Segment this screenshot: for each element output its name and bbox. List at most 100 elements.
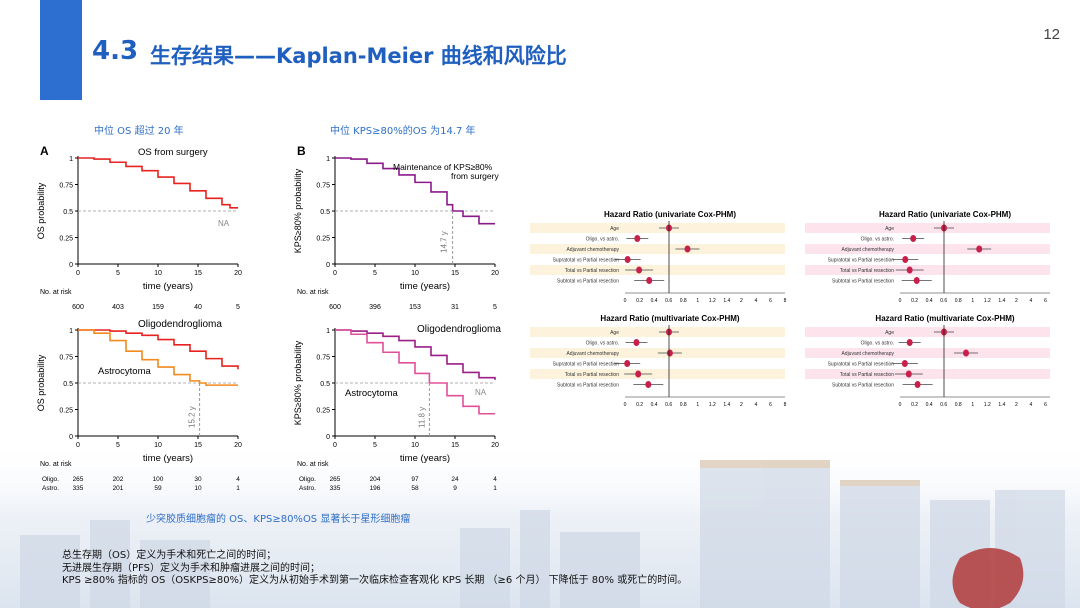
forest-axis-label: 1.4	[998, 298, 1005, 304]
forest-axis-label: 1.2	[984, 402, 991, 408]
forest-axis-label: 0.4	[651, 402, 658, 408]
x-tick-label: 0	[76, 270, 80, 277]
forest-plot-2: Hazard Ratio (univariate Cox-PHM) Age Olig…	[805, 210, 1050, 304]
y-tick-label: 1	[326, 328, 330, 335]
at-risk-value: 159	[152, 304, 164, 311]
forest-axis-label: 0.8	[680, 402, 687, 408]
forest-row-band	[805, 265, 1050, 275]
slide-title: 生存结果——Kaplan-Meier 曲线和风险比	[150, 44, 567, 68]
forest-row-band	[805, 327, 1050, 337]
forest-row-label: Supratotal vs Partial resection	[828, 258, 895, 264]
y-tick-label: 0.5	[63, 209, 73, 216]
at-risk-value: 335	[330, 485, 341, 492]
forest-axis-label: 0.4	[651, 298, 658, 304]
x-axis-label: time (years)	[143, 281, 193, 292]
at-risk-value: 9	[453, 485, 457, 492]
forest-row-label: Subtotal vs Partial resection	[557, 279, 619, 285]
y-tick-label: 0	[69, 262, 73, 269]
y-tick-label: 0	[326, 262, 330, 269]
forest-axis-label: 1.4	[723, 402, 730, 408]
forest-row-band	[530, 327, 785, 337]
forest-point	[976, 245, 983, 253]
km-curve-astrocytoma	[335, 329, 495, 415]
x-tick-label: 0	[333, 442, 337, 449]
at-risk-value: 40	[194, 304, 202, 311]
x-tick-label: 10	[411, 442, 419, 449]
at-risk-value: 5	[493, 304, 497, 311]
forest-axis-label: 0.4	[926, 298, 933, 304]
panel-d-oligo-label: Oligodendroglioma	[417, 324, 501, 335]
forest-axis-label: 1.2	[984, 298, 991, 304]
forest-axis-label: 2	[1015, 298, 1018, 304]
x-tick-label: 15	[451, 270, 459, 277]
at-risk-group: Oligo.	[42, 476, 59, 483]
x-tick-label: 5	[373, 442, 377, 449]
forest-point	[684, 245, 691, 253]
forest-axis-label: 2	[1015, 402, 1018, 408]
forest-axis-label: 6	[769, 402, 772, 408]
x-tick-label: 5	[116, 270, 120, 277]
forest-title: Hazard Ratio (multivariate Cox-PHM)	[875, 314, 1014, 323]
y-tick-label: 0.75	[316, 355, 330, 362]
at-risk-label: No. at risk	[297, 461, 329, 468]
forest-axis-label: 0.4	[926, 402, 933, 408]
forest-point	[905, 370, 912, 378]
at-risk-value: 396	[369, 304, 381, 311]
at-risk-value: 204	[370, 476, 381, 483]
footer-background	[0, 440, 1080, 608]
forest-row-band	[805, 369, 1050, 379]
forest-point	[906, 266, 913, 274]
panel-d-na: NA	[475, 388, 487, 397]
forest-axis-label: 4	[755, 298, 758, 304]
forest-axis-label: 0.8	[955, 402, 962, 408]
y-tick-label: 0	[69, 434, 73, 441]
at-risk-group: Astro.	[42, 485, 59, 492]
forest-row-label: Adjuvant chemotherapy	[566, 351, 619, 357]
at-risk-value: 202	[113, 476, 124, 483]
at-risk-group: Astro.	[299, 485, 316, 492]
y-tick-label: 0.75	[59, 355, 73, 362]
forest-axis-label: 1.4	[723, 298, 730, 304]
caption-left: 中位 OS 超过 20 年	[94, 126, 184, 137]
at-risk-value: 30	[194, 476, 202, 483]
at-risk-value: 403	[112, 304, 124, 311]
forest-axis-label: 0	[899, 402, 902, 408]
y-tick-label: 0.5	[63, 381, 73, 388]
x-tick-label: 10	[411, 270, 419, 277]
forest-row-band	[530, 369, 785, 379]
forest-row-band	[805, 348, 1050, 358]
forest-row-band	[530, 244, 785, 254]
x-tick-label: 0	[333, 270, 337, 277]
forest-row-band	[805, 244, 1050, 254]
forest-axis-label: 1	[696, 298, 699, 304]
forest-title: Hazard Ratio (univariate Cox-PHM)	[604, 210, 736, 219]
forest-row-label: Supratotal vs Partial resection	[553, 362, 620, 368]
at-risk-value: 97	[411, 476, 419, 483]
forest-axis-label: 6	[1044, 402, 1047, 408]
at-risk-value: 265	[330, 476, 341, 483]
forest-axis-label: 0.2	[911, 402, 918, 408]
forest-row-label: Adjuvant chemotherapy	[841, 247, 894, 253]
at-risk-value: 600	[72, 304, 84, 311]
page-number: 12	[1043, 26, 1060, 43]
forest-figure: Hazard Ratio (univariate Cox-PHM) Age Olig…	[530, 210, 1050, 408]
x-axis-label: time (years)	[143, 453, 193, 464]
km-curve-oligodendroglioma	[335, 329, 496, 380]
y-tick-label: 0	[326, 434, 330, 441]
note-pfs: 无进展生存期（PFS）定义为手术和肿瘤进展之间的时间；	[62, 562, 320, 574]
forest-row-label: Oligo. vs astro.	[861, 341, 894, 347]
x-tick-label: 20	[491, 442, 499, 449]
km-curve-overall	[78, 157, 238, 209]
forest-axis-label: 0.8	[680, 298, 687, 304]
km-curve-astrocytoma	[78, 329, 238, 386]
forest-row-label: Subtotal vs Partial resection	[832, 279, 894, 285]
forest-point	[902, 256, 909, 263]
forest-point	[645, 381, 652, 388]
x-tick-label: 15	[194, 442, 202, 449]
forest-axis-label: 4	[1030, 402, 1033, 408]
note-os: 总生存期（OS）定义为手术和死亡之间的时间；	[62, 550, 277, 561]
note-kps: KPS ≥80% 指标的 OS（OSKPS≥80%）定义为从初始手术到第一次临床…	[62, 575, 688, 586]
